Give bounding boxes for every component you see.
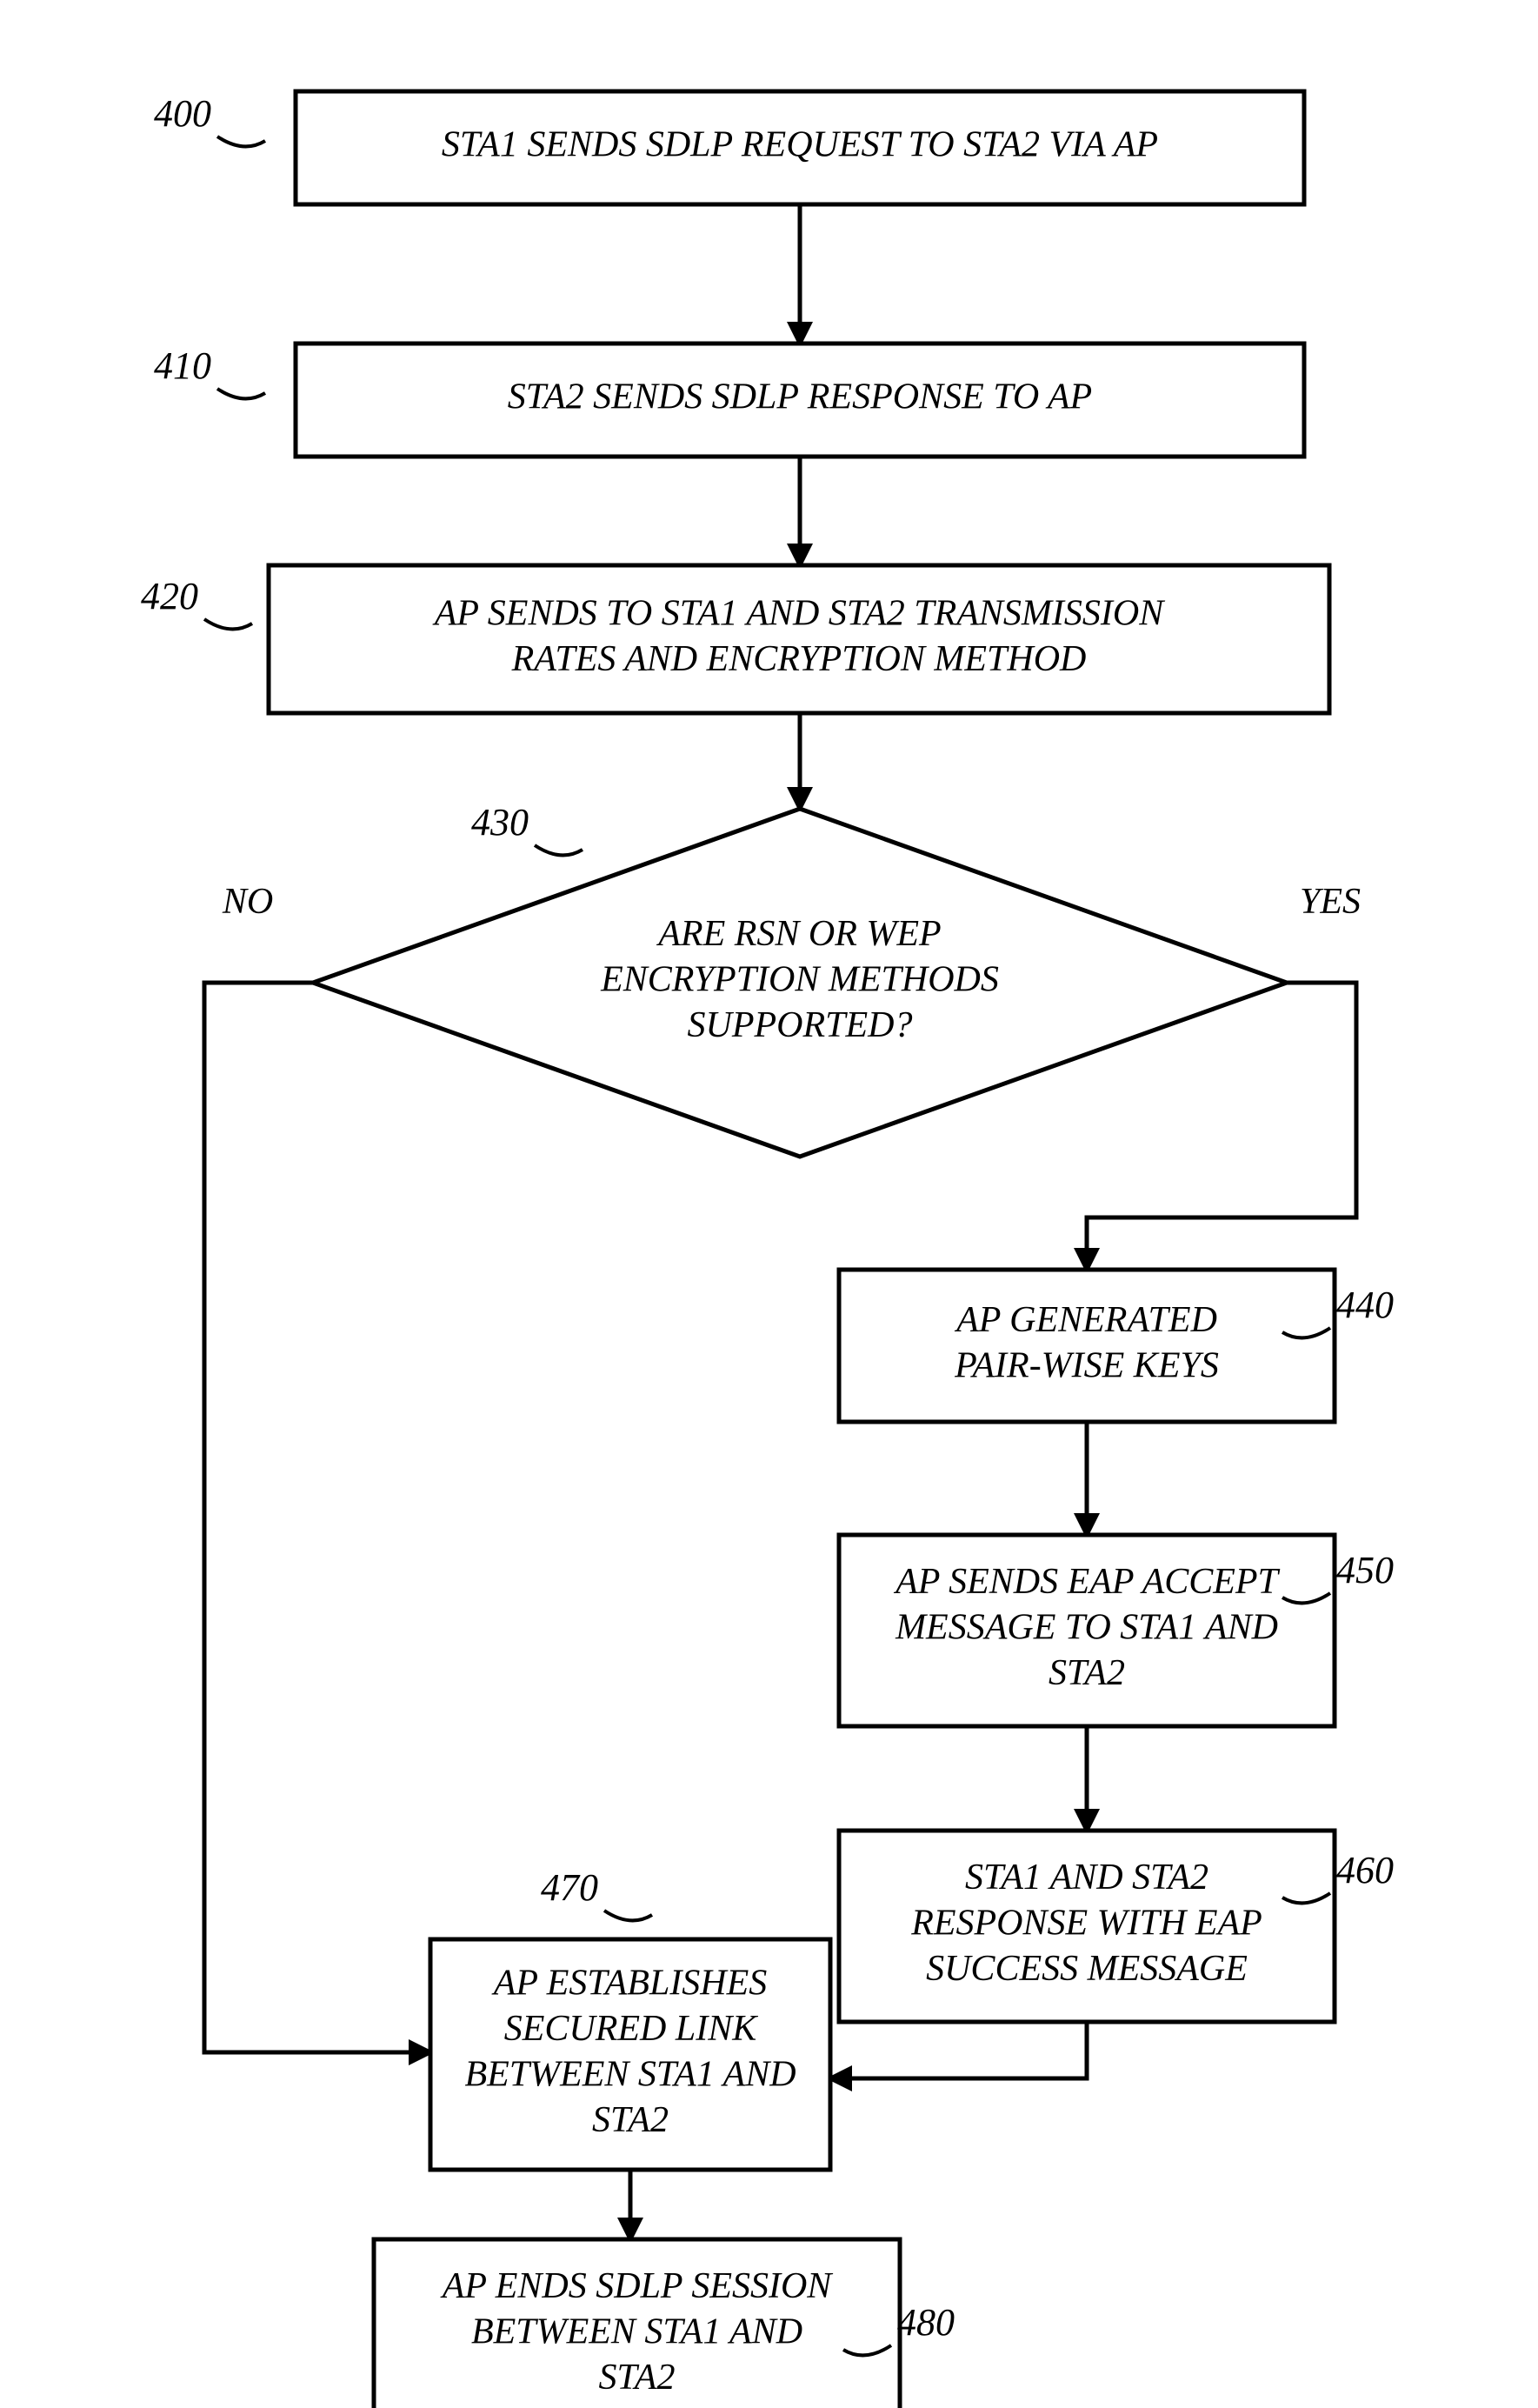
node-text: BETWEEN STA1 AND xyxy=(464,2054,796,2094)
reference-label: 430 xyxy=(471,801,529,844)
flow-edge xyxy=(204,983,430,2052)
node-text: AP ESTABLISHES xyxy=(491,1963,768,2003)
node-text: MESSAGE TO STA1 AND xyxy=(895,1608,1278,1648)
reference-label: 410 xyxy=(154,344,211,387)
node-text: SECURED LINK xyxy=(504,2009,759,2049)
reference-label: 470 xyxy=(541,1866,598,1909)
node-text: PAIR-WISE KEYS xyxy=(954,1345,1219,1385)
node-text: ENCRYPTION METHODS xyxy=(600,960,999,1000)
flow-edge xyxy=(830,2022,1087,2078)
node-text: BETWEEN STA1 AND xyxy=(471,2312,802,2352)
node-text: STA2 xyxy=(599,2358,676,2398)
node-text: AP SENDS EAP ACCEPT xyxy=(893,1562,1280,1602)
reference-label: 460 xyxy=(1336,1849,1394,1891)
node-text: RATES AND ENCRYPTION METHOD xyxy=(511,639,1087,679)
node-text: AP ENDS SDLP SESSION xyxy=(440,2266,834,2306)
node-text: STA2 SENDS SDLP RESPONSE TO AP xyxy=(508,377,1092,417)
node-text: STA1 SENDS SDLP REQUEST TO STA2 VIA AP xyxy=(442,125,1158,165)
reference-connector xyxy=(217,137,265,146)
reference-connector xyxy=(604,1911,652,1920)
node-text: SUPPORTED? xyxy=(688,1005,913,1045)
node-text: STA1 AND STA2 xyxy=(965,1858,1208,1898)
reference-connector xyxy=(535,845,583,855)
edge-label: YES xyxy=(1300,882,1361,922)
node-text: ARE RSN OR WEP xyxy=(656,914,941,954)
reference-connector xyxy=(204,619,252,629)
reference-label: 420 xyxy=(141,575,198,617)
reference-label: 400 xyxy=(154,92,211,135)
node-text: STA2 xyxy=(1049,1653,1125,1693)
node-text: STA2 xyxy=(592,2100,669,2140)
edge-label: NO xyxy=(222,882,273,922)
reference-label: 450 xyxy=(1336,1549,1394,1591)
reference-connector xyxy=(217,389,265,398)
node-text: RESPONSE WITH EAP xyxy=(910,1904,1262,1944)
node-text: AP SENDS TO STA1 AND STA2 TRANSMISSION xyxy=(432,593,1165,633)
node-text: SUCCESS MESSAGE xyxy=(926,1949,1248,1989)
reference-label: 480 xyxy=(897,2301,955,2344)
flowchart-diagram: YES NO STA1 SENDS SDLP REQUEST TO STA2 VIA… xyxy=(0,0,1538,2408)
node-text: AP GENERATED xyxy=(954,1300,1217,1340)
reference-label: 440 xyxy=(1336,1284,1394,1326)
